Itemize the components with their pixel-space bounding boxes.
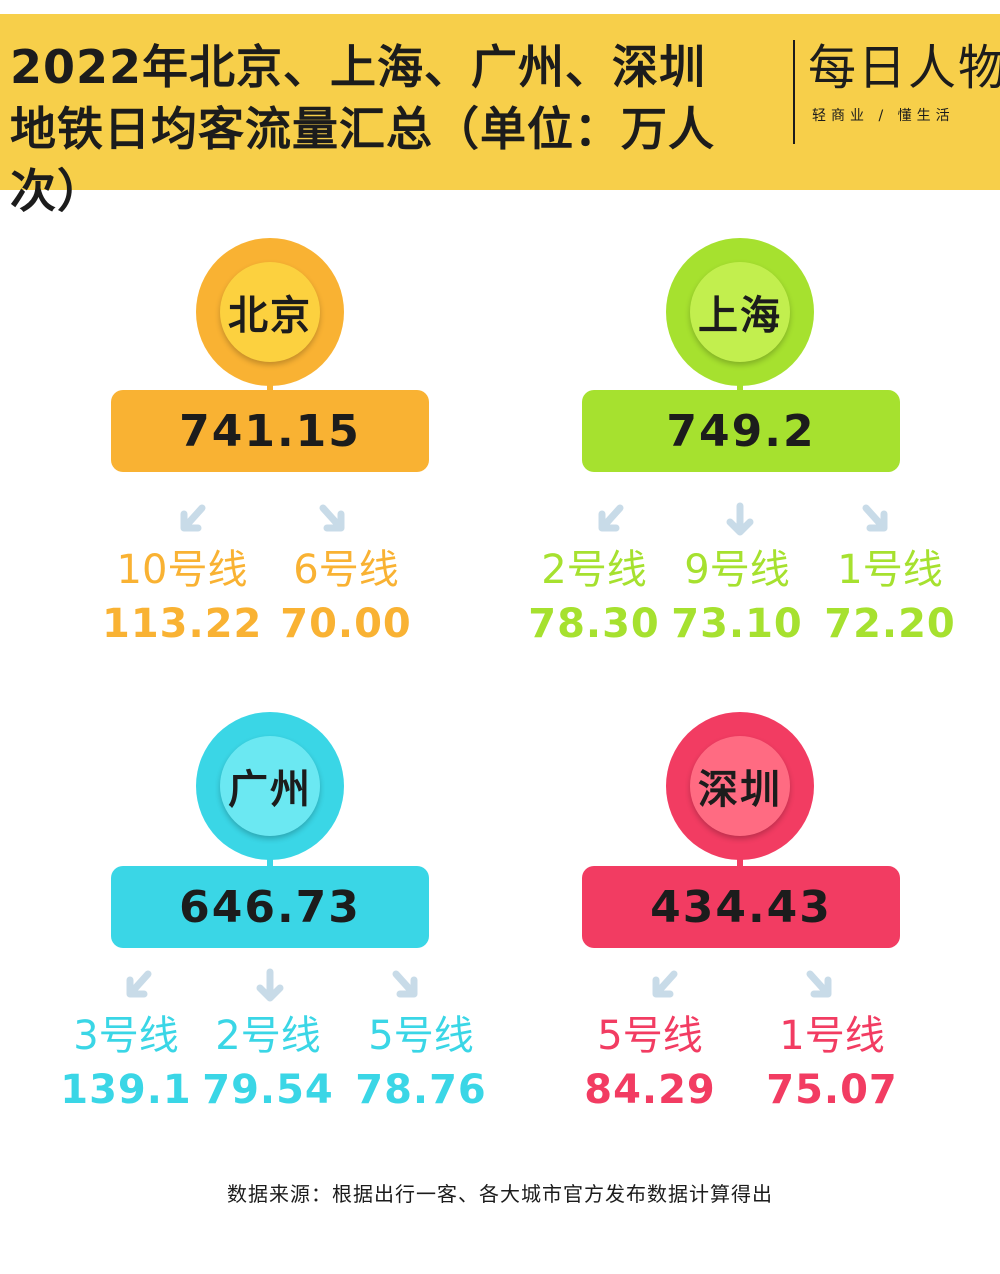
line-name: 9号线 [684,547,790,593]
arrow-down-left-icon [590,500,630,540]
title-line-1: 2022年北京、上海、广州、深圳 [10,40,707,94]
arrow-down-icon [250,966,290,1006]
city-name: 广州 [228,767,312,813]
arrow-down-left-icon [172,500,212,540]
line-value: 79.54 [202,1067,334,1113]
line-name: 3号线 [73,1013,179,1059]
city-pin: 深圳 [666,712,814,892]
city-total-value: 741.15 [179,405,361,457]
city-pin: 北京 [196,238,344,418]
city-total-box: 646.73 [111,866,429,948]
city-total-box: 741.15 [111,390,429,472]
city-total-box: 434.43 [582,866,900,948]
line-value: 72.20 [824,601,956,647]
title-line-2: 地铁日均客流量汇总（单位：万人次） [10,102,715,218]
line-value: 73.10 [671,601,803,647]
city-total-value: 749.2 [666,405,816,457]
city-total-box: 749.2 [582,390,900,472]
pin-inner-circle: 上海 [690,262,790,362]
arrow-down-left-icon [118,966,158,1006]
line-name: 2号线 [541,547,647,593]
line-value: 78.30 [528,601,660,647]
data-source-note: 数据来源：根据出行一客、各大城市官方发布数据计算得出 [227,1182,773,1206]
line-value: 113.22 [102,601,263,647]
header-banner: 2022年北京、上海、广州、深圳 地铁日均客流量汇总（单位：万人次） 每日人物 … [0,0,1000,218]
city-pin: 广州 [196,712,344,892]
pin-inner-circle: 广州 [220,736,320,836]
city-total-value: 646.73 [179,881,361,933]
line-name: 10号线 [116,547,248,593]
line-name: 5号线 [368,1013,474,1059]
arrow-down-right-icon [800,966,840,1006]
arrow-down-right-icon [313,500,353,540]
line-value: 75.07 [766,1067,898,1113]
line-name: 2号线 [215,1013,321,1059]
city-name: 深圳 [698,767,782,813]
arrow-down-icon [720,500,760,540]
line-value: 70.00 [280,601,412,647]
line-name: 5号线 [597,1013,703,1059]
header-divider [793,40,795,144]
line-value: 78.76 [355,1067,487,1113]
line-name: 6号线 [293,547,399,593]
line-value: 84.29 [584,1067,716,1113]
arrow-down-right-icon [386,966,426,1006]
page-title: 2022年北京、上海、广州、深圳 地铁日均客流量汇总（单位：万人次） [10,36,770,222]
arrow-down-left-icon [644,966,684,1006]
brand-logo: 每日人物 [808,40,1000,96]
line-name: 1号线 [779,1013,885,1059]
arrow-down-right-icon [856,500,896,540]
city-name: 上海 [698,293,782,339]
pin-inner-circle: 北京 [220,262,320,362]
line-name: 1号线 [837,547,943,593]
pin-inner-circle: 深圳 [690,736,790,836]
line-value: 139.1 [60,1067,192,1113]
brand-slogan: 轻商业 / 懂生活 [812,108,955,124]
city-name: 北京 [228,293,312,339]
header-top-strip [0,0,1000,14]
city-total-value: 434.43 [650,881,832,933]
